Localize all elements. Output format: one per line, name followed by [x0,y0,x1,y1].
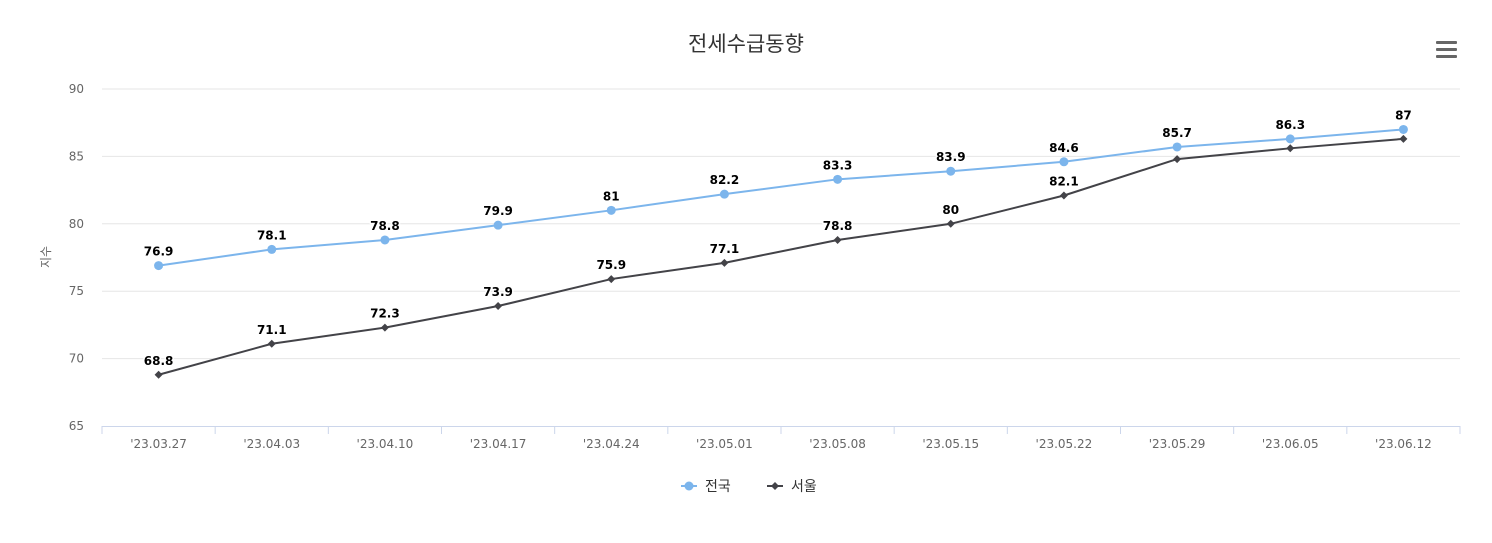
data-label: 83.9 [936,150,966,164]
y-tick-label: 80 [69,217,84,231]
data-point [833,235,842,244]
x-tick-label: '23.05.29 [1149,437,1206,451]
data-label: 84.6 [1049,141,1079,155]
data-point [1398,124,1408,134]
data-point [1172,142,1182,152]
data-label: 76.9 [144,245,174,259]
series-line-1 [158,128,1404,267]
y-tick-label: 75 [69,284,84,298]
chart-menu-button[interactable] [1430,34,1464,64]
data-point [267,244,277,254]
x-tick-label: '23.06.05 [1262,437,1319,451]
y-axis-label: 지수 [39,246,53,268]
x-tick-label: '23.04.03 [243,437,300,451]
data-label: 87 [1395,108,1412,122]
legend-item-2[interactable]: 서울 [767,479,817,495]
data-point [833,174,843,184]
data-point [493,220,503,230]
data-point [1285,134,1295,144]
data-label: 83.3 [823,158,853,172]
data-point [1173,155,1182,164]
data-point [267,339,276,348]
x-axis: '23.03.27 '23.04.03 '23.04.10 '23.04.17 '23.… [101,426,1461,451]
data-point [1399,134,1408,143]
legend-label: 전국 [705,479,731,495]
x-tick-label: '23.06.12 [1375,437,1432,451]
data-label: 78.1 [257,228,287,242]
legend: 전국 서울 [681,479,817,495]
y-axis-ticks: 65 70 75 80 85 90 [69,82,84,433]
data-point [946,166,956,176]
data-label: 71.1 [257,323,287,337]
x-tick-label: '23.05.01 [696,437,753,451]
data-point [1059,157,1069,167]
data-label: 72.3 [370,307,400,321]
y-tick-label: 85 [69,149,84,163]
data-label: 73.9 [483,285,513,299]
data-label: 79.9 [483,204,513,218]
series-line-2 [158,137,1404,376]
y-tick-label: 65 [69,419,84,433]
data-label: 85.7 [1162,126,1192,140]
data-point [380,323,389,332]
x-tick-label: '23.05.22 [1036,437,1093,451]
data-label: 82.1 [1049,174,1079,188]
legend-item-1[interactable]: 전국 [681,479,731,495]
data-label: 80 [942,203,959,217]
series-layer [154,124,1408,379]
data-point [154,370,163,379]
data-label: 68.8 [144,354,174,368]
legend-label: 서울 [791,479,817,495]
data-point [154,261,164,271]
legend-marker [771,482,779,490]
data-point [946,219,955,228]
data-label: 86.3 [1275,118,1305,132]
x-tick-label: '23.04.17 [470,437,527,451]
data-point [380,235,390,245]
data-point [606,205,616,215]
data-point [494,302,503,311]
x-tick-label: '23.05.08 [809,437,866,451]
data-point [1286,144,1295,153]
grid-lines [102,88,1460,360]
data-point [719,189,729,199]
data-label: 78.8 [823,219,853,233]
data-label: 81 [603,189,620,203]
data-point [720,258,729,267]
data-label: 78.8 [370,219,400,233]
data-point [607,275,616,284]
x-tick-label: '23.03.27 [130,437,187,451]
data-point [1059,191,1068,200]
data-labels: 76.9 78.1 78.8 79.9 81 82.2 83.3 83.9 84.6 85.7 86… [142,107,1413,369]
y-tick-label: 70 [69,352,84,366]
hamburger-menu-icon [1436,41,1457,58]
data-label: 77.1 [710,242,740,256]
data-label: 75.9 [596,258,626,272]
y-tick-label: 90 [69,82,84,96]
data-label: 82.2 [710,173,740,187]
x-tick-label: '23.05.15 [922,437,979,451]
legend-marker [684,481,694,491]
chart-title: 전세수급동향 [688,32,804,56]
x-tick-label: '23.04.10 [357,437,414,451]
x-tick-label: '23.04.24 [583,437,640,451]
